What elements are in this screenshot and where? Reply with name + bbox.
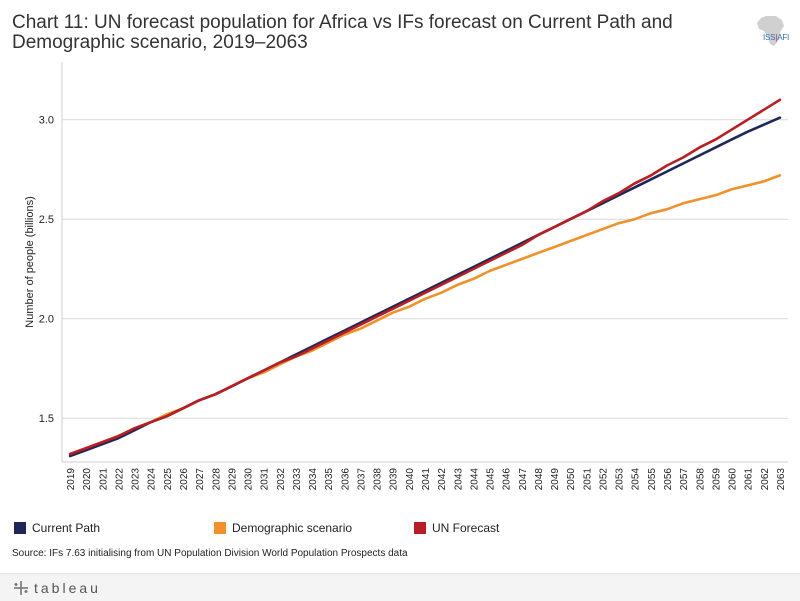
y-tick-label: 2.0 xyxy=(39,314,54,326)
line-chart: 1.5 2.0 2.5 3.0 Number of people (billions) 2… xyxy=(24,62,788,491)
legend-item[interactable]: UN Forecast xyxy=(414,521,499,535)
x-tick-label: 2041 xyxy=(421,468,432,491)
x-tick-label: 2024 xyxy=(147,468,158,491)
x-tick-label: 2036 xyxy=(340,468,351,491)
legend-item[interactable]: Current Path xyxy=(14,521,100,535)
chart-title: Chart 11: UN forecast population for Afr… xyxy=(12,12,673,53)
series-line-un-forecast xyxy=(68,98,782,456)
series-line-current-path xyxy=(68,116,782,458)
x-tick-label: 2062 xyxy=(760,468,771,491)
x-tick-label: 2029 xyxy=(227,468,238,491)
logo-text: ISS|AFI xyxy=(763,33,789,42)
x-tick-label: 2034 xyxy=(308,468,319,491)
x-tick-label: 2047 xyxy=(518,468,529,491)
x-tick-label: 2019 xyxy=(66,468,77,491)
tableau-logo[interactable]: tableau xyxy=(12,579,101,597)
x-tick-label: 2028 xyxy=(211,468,222,491)
x-tick-label: 2052 xyxy=(598,468,609,491)
legend-label: UN Forecast xyxy=(432,521,500,535)
tableau-wordmark: tableau xyxy=(34,580,101,596)
x-tick-label: 2051 xyxy=(582,468,593,491)
x-tick-label: 2030 xyxy=(244,468,255,491)
y-tick-label: 2.5 xyxy=(39,214,54,226)
x-tick-label: 2038 xyxy=(373,468,384,491)
legend-label: Current Path xyxy=(32,521,101,535)
x-tick-label: 2044 xyxy=(469,468,480,491)
x-tick-label: 2053 xyxy=(615,468,626,491)
x-tick-label: 2058 xyxy=(695,468,706,491)
x-tick-label: 2022 xyxy=(114,468,125,491)
africa-map-logo-icon xyxy=(757,16,784,46)
legend-label: Demographic scenario xyxy=(232,521,353,535)
logo-text-right: AFI xyxy=(777,33,790,42)
y-axis-label: Number of people (billions) xyxy=(24,196,36,327)
x-tick-label: 2026 xyxy=(179,468,190,491)
x-tick-label: 2055 xyxy=(647,468,658,491)
x-tick-label: 2031 xyxy=(260,468,271,491)
x-tick-label: 2060 xyxy=(728,468,739,491)
x-tick-label: 2042 xyxy=(437,468,448,491)
x-tick-label: 2063 xyxy=(776,468,787,491)
x-tick-label: 2040 xyxy=(405,468,416,491)
source-note: Source: IFs 7.63 initialising from UN Po… xyxy=(12,548,408,559)
x-tick-label: 2049 xyxy=(550,468,561,491)
x-tick-label: 2033 xyxy=(292,468,303,491)
tableau-footer: tableau xyxy=(0,573,800,601)
legend-swatch xyxy=(414,522,426,534)
legend-item[interactable]: Demographic scenario xyxy=(214,521,352,535)
legend-swatch xyxy=(14,522,26,534)
legend: Current Path Demographic scenario UN Forec… xyxy=(0,521,800,543)
x-tick-label: 2039 xyxy=(389,468,400,491)
x-tick-label: 2027 xyxy=(195,468,206,491)
x-tick-label: 2043 xyxy=(453,468,464,491)
y-tick-label: 1.5 xyxy=(39,413,54,425)
x-tick-label: 2050 xyxy=(566,468,577,491)
x-tick-label: 2037 xyxy=(356,468,367,491)
x-tick-label: 2046 xyxy=(502,468,513,491)
x-tick-label: 2057 xyxy=(679,468,690,491)
logo-text-left: ISS xyxy=(763,33,776,42)
tableau-plus-icon xyxy=(14,581,28,595)
x-tick-label: 2061 xyxy=(744,468,755,491)
x-tick-label: 2054 xyxy=(631,468,642,491)
logo-text-sep: | xyxy=(775,33,778,42)
x-tick-label: 2021 xyxy=(98,468,109,491)
x-tick-label: 2059 xyxy=(711,468,722,491)
x-tick-label: 2032 xyxy=(276,468,287,491)
x-tick-label: 2045 xyxy=(486,468,497,491)
x-tick-label: 2020 xyxy=(82,468,93,491)
y-tick-label: 3.0 xyxy=(39,115,54,127)
x-tick-label: 2023 xyxy=(131,468,142,491)
x-tick-label: 2025 xyxy=(163,468,174,491)
legend-swatch xyxy=(214,522,226,534)
x-tick-label: 2035 xyxy=(324,468,335,491)
x-tick-label: 2056 xyxy=(663,468,674,491)
x-tick-label: 2048 xyxy=(534,468,545,491)
